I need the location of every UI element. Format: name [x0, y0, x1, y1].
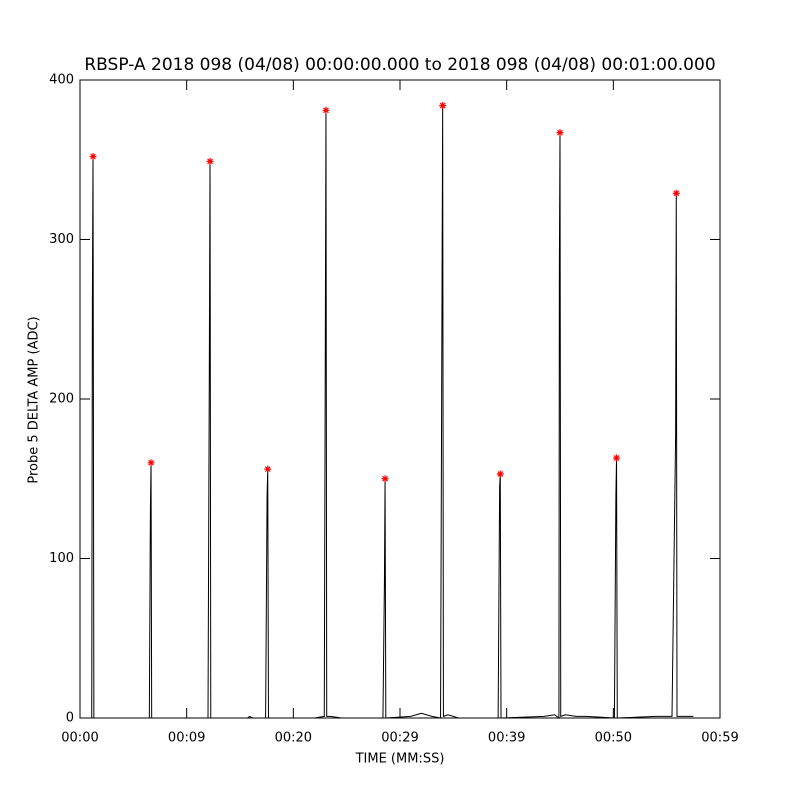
x-axis-label: TIME (MM:SS) — [355, 752, 445, 767]
y-tick-label: 400 — [49, 73, 74, 88]
y-tick-label: 300 — [49, 232, 74, 247]
y-tick-label: 200 — [49, 392, 74, 407]
peak-marker — [322, 106, 330, 114]
y-tick-label: 100 — [49, 551, 74, 566]
chart-title: RBSP-A 2018 098 (04/08) 00:00:00.000 to … — [84, 55, 715, 75]
peak-marker — [439, 102, 447, 110]
x-tick-label: 00:20 — [275, 731, 312, 746]
peak-marker — [613, 454, 621, 462]
x-tick-label: 00:09 — [168, 731, 205, 746]
x-tick-label: 00:50 — [595, 731, 632, 746]
data-line — [89, 105, 694, 719]
peak-marker — [89, 153, 97, 161]
x-tick-label: 00:29 — [381, 731, 418, 746]
plot-frame — [79, 79, 721, 719]
x-tick-label: 00:39 — [488, 731, 525, 746]
peak-marker — [672, 189, 680, 197]
x-tick-label: 00:59 — [701, 731, 738, 746]
peak-marker — [147, 459, 155, 467]
peak-marker — [264, 465, 272, 473]
x-tick-label: 00:00 — [61, 731, 98, 746]
peak-marker — [496, 470, 504, 478]
y-tick-label: 0 — [66, 711, 74, 726]
peak-marker — [556, 129, 564, 137]
peak-marker — [206, 157, 214, 165]
y-axis-label: Probe 5 DELTA AMP (ADC) — [27, 316, 42, 483]
peak-marker — [381, 475, 389, 483]
